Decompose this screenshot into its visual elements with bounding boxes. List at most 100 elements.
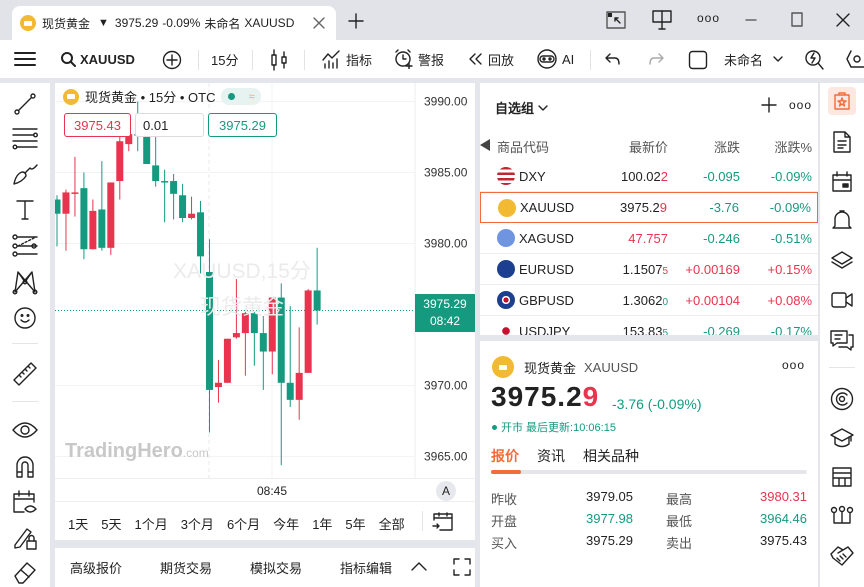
calendar-tool[interactable]: [829, 169, 855, 195]
watchlist-row[interactable]: EURUSD 1.15075 +0.00169 +0.15%: [480, 254, 818, 285]
tab-indicator-editor[interactable]: 指标编辑: [340, 561, 393, 576]
tab-news[interactable]: 资讯: [537, 448, 565, 464]
alerts-button[interactable]: 警报: [394, 40, 444, 78]
lock-drawings-tool[interactable]: [12, 525, 38, 551]
layers-icon: [831, 251, 853, 269]
ai-button[interactable]: AI: [536, 40, 574, 78]
layout-icon[interactable]: [688, 50, 708, 70]
auto-scale-button[interactable]: A: [436, 481, 456, 501]
row-symbol: USDJPY: [519, 323, 571, 336]
rewind-icon: [469, 53, 482, 65]
brush-tool[interactable]: [12, 161, 38, 187]
tab-advanced-quote[interactable]: 高级报价: [70, 561, 123, 576]
maximize-icon[interactable]: [790, 12, 804, 28]
add-symbol-icon[interactable]: [162, 50, 182, 70]
watchlist-row[interactable]: XAUUSD 3975.29 -3.76 -0.09%: [480, 192, 818, 223]
chart-panel[interactable]: 3990.00 3985.00 3980.00 3970.00 3965.00 XAUU…: [55, 83, 475, 540]
chevron-up-icon[interactable]: [411, 561, 427, 571]
measure-tool[interactable]: [12, 361, 38, 387]
more-icon[interactable]: ooo: [782, 358, 806, 372]
sell-button[interactable]: 3975.43: [64, 113, 131, 137]
pattern-tool[interactable]: [12, 269, 38, 295]
buy-button[interactable]: 3975.29: [208, 113, 277, 137]
text-tool[interactable]: [12, 197, 38, 223]
drawing-toolbar: [0, 83, 50, 587]
goto-date-icon[interactable]: [432, 512, 454, 532]
screener-tool[interactable]: [829, 464, 855, 490]
watchlist-row[interactable]: USDJPY 153.835 -0.269 -0.17%: [480, 316, 818, 335]
video-tool[interactable]: [829, 287, 855, 313]
presentation-icon[interactable]: [651, 9, 673, 31]
brush-icon: [13, 164, 38, 185]
indicators-button[interactable]: 指标: [322, 40, 372, 78]
range-3m[interactable]: 3个月: [180, 517, 214, 532]
tab-quote[interactable]: 报价: [491, 448, 519, 464]
range-all[interactable]: 全部: [378, 517, 405, 532]
emoji-tool[interactable]: [12, 305, 38, 331]
watchlist-row[interactable]: XAGUSD 47.757 -0.246 -0.51%: [480, 223, 818, 254]
watchlist-row[interactable]: GBPUSD 1.30620 +0.00104 +0.08%: [480, 285, 818, 316]
header-change[interactable]: 涨跌: [713, 140, 740, 155]
hide-drawings-tool[interactable]: [12, 417, 38, 443]
stat-label: 开盘: [491, 514, 518, 529]
partner-tool[interactable]: [829, 543, 855, 569]
menu-icon[interactable]: [14, 51, 36, 67]
redo-icon[interactable]: [648, 52, 664, 66]
close-window-icon[interactable]: [836, 13, 850, 27]
range-1d[interactable]: 1天: [68, 517, 89, 532]
target-tool[interactable]: [829, 386, 855, 412]
strategy-tool[interactable]: [829, 503, 855, 529]
education-tool[interactable]: [829, 425, 855, 451]
horizontal-lines-tool[interactable]: [12, 125, 38, 151]
new-tab-icon[interactable]: [348, 13, 364, 29]
video-icon: [831, 292, 853, 308]
close-tab-icon[interactable]: [312, 16, 326, 30]
watchlist-row[interactable]: DXY 100.022 -0.095 -0.09%: [480, 161, 818, 192]
detail-change: -3.76 (-0.09%): [612, 396, 702, 412]
fibonacci-tool[interactable]: [12, 233, 38, 259]
range-1m[interactable]: 1个月: [134, 517, 168, 532]
more-icon[interactable]: ooo: [789, 98, 813, 112]
tab-related[interactable]: 相关品种: [583, 448, 639, 464]
row-symbol: EURUSD: [519, 261, 574, 277]
header-change-pct[interactable]: 涨跌%: [774, 140, 812, 155]
range-5d[interactable]: 5天: [101, 517, 122, 532]
interval-button[interactable]: 15分: [211, 40, 238, 78]
watchlist-tool[interactable]: [828, 87, 856, 115]
magnet-tool[interactable]: [12, 453, 38, 479]
candle-type-icon[interactable]: [270, 49, 288, 71]
more-icon[interactable]: ooo: [697, 11, 721, 25]
range-6m[interactable]: 6个月: [226, 517, 261, 532]
news-tool[interactable]: [829, 129, 855, 155]
target-icon: [830, 387, 854, 411]
quick-search-icon[interactable]: [804, 48, 824, 70]
watchlist-group-dropdown[interactable]: 自选组: [495, 98, 548, 117]
tab-paper-trading[interactable]: 模拟交易: [250, 561, 303, 576]
alerts-tool[interactable]: [829, 207, 855, 233]
layout-name-dropdown[interactable]: 未命名: [724, 40, 783, 78]
price-chart[interactable]: 3990.00 3985.00 3980.00 3970.00 3965.00: [55, 83, 475, 478]
layers-tool[interactable]: [829, 247, 855, 273]
settings-icon[interactable]: [846, 49, 864, 69]
range-ytd[interactable]: 今年: [273, 517, 300, 532]
eraser-tool[interactable]: [12, 559, 38, 585]
replay-button[interactable]: 回放: [468, 40, 514, 78]
trend-line-tool[interactable]: [12, 91, 38, 117]
header-price[interactable]: 最新价: [628, 140, 668, 155]
add-symbol-icon[interactable]: [761, 97, 777, 113]
symbol-search-button[interactable]: XAUUSD: [60, 40, 135, 78]
chat-tool[interactable]: [829, 327, 855, 353]
undo-icon[interactable]: [605, 52, 621, 66]
calendar-tool[interactable]: [12, 489, 38, 515]
time-axis[interactable]: 08:45 A: [55, 478, 475, 502]
range-5y[interactable]: 5年: [345, 517, 366, 532]
market-status-pill[interactable]: ≈: [221, 88, 262, 105]
quantity-input[interactable]: 0.01: [135, 113, 204, 137]
range-1y[interactable]: 1年: [312, 517, 333, 532]
minimize-icon[interactable]: [744, 13, 758, 27]
maximize-panel-icon[interactable]: [453, 558, 471, 576]
browser-tab[interactable]: 现货黄金 ▼ 3975.29 -0.09% 未命名 XAUUSD: [12, 6, 336, 40]
tab-futures-trading[interactable]: 期货交易: [160, 561, 213, 576]
picture-in-picture-icon[interactable]: [606, 11, 626, 29]
header-symbol[interactable]: 商品代码: [497, 140, 550, 155]
